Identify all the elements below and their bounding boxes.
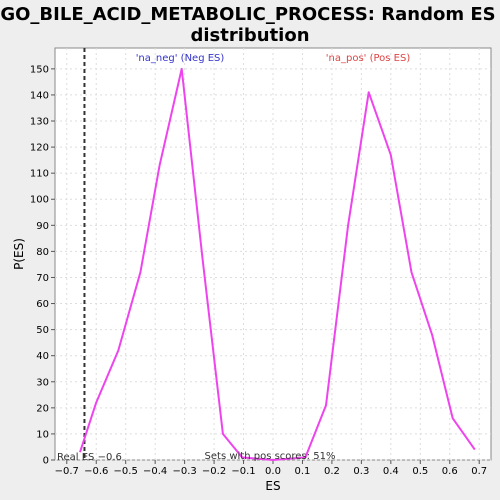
x-tick-label: −0.4 [143, 466, 167, 477]
x-tick-label: 0.6 [442, 466, 458, 477]
y-tick-label: 100 [30, 195, 49, 206]
neg-es-annotation: 'na_neg' (Neg ES) [136, 53, 225, 64]
y-tick-label: 10 [36, 429, 49, 440]
y-tick-label: 50 [36, 325, 49, 336]
x-tick-label: 0.1 [295, 466, 311, 477]
sets-pos-scores-annotation: Sets with pos scores: 51% [205, 451, 336, 462]
axes: 0 10 20 30 40 50 60 70 80 90 100 110 120 130 140 150 −0.… [30, 64, 487, 477]
y-tick-label: 40 [36, 351, 49, 362]
es-distribution-line [79, 67, 476, 461]
x-tick-label: −0.1 [231, 466, 255, 477]
y-tick-label: 20 [36, 403, 49, 414]
y-tick-label: 70 [36, 273, 49, 284]
x-tick-label: 0.7 [471, 466, 487, 477]
x-tick-label: 0.0 [265, 466, 281, 477]
y-tick-label: 60 [36, 299, 49, 310]
y-tick-label: 0 [43, 456, 49, 467]
x-tick-label: −0.7 [55, 466, 79, 477]
y-tick-label: 90 [36, 221, 49, 232]
annotations: 'na_neg' (Neg ES) 'na_pos' (Pos ES) Sets w… [57, 53, 410, 463]
y-tick-label: 110 [30, 169, 49, 180]
x-tick-label: 0.3 [353, 466, 369, 477]
y-tick-label: 30 [36, 377, 49, 388]
y-tick-label: 80 [36, 247, 49, 258]
grid [55, 48, 491, 461]
pos-es-annotation: 'na_pos' (Pos ES) [326, 53, 411, 64]
y-tick-label: 130 [30, 117, 49, 128]
x-tick-label: −0.3 [172, 466, 196, 477]
real-es-annotation: Real ES −0.6 [57, 452, 122, 463]
chart-title-line-1: GO_BILE_ACID_METABOLIC_PROCESS: Random E… [0, 4, 495, 25]
x-tick-label: −0.6 [84, 466, 108, 477]
y-tick-label: 150 [30, 64, 49, 75]
x-tick-label: 0.5 [412, 466, 428, 477]
chart-title-line-2: distribution [190, 25, 309, 46]
x-tick-label: 0.4 [383, 466, 399, 477]
y-axis-label: P(ES) [12, 238, 26, 270]
y-tick-label: 140 [30, 90, 49, 101]
x-tick-label: −0.2 [202, 466, 226, 477]
x-tick-label: −0.5 [114, 466, 138, 477]
y-tick-label: 120 [30, 143, 49, 154]
series-marks [79, 48, 476, 461]
x-axis-label: ES [265, 479, 280, 493]
x-tick-label: 0.2 [324, 466, 340, 477]
